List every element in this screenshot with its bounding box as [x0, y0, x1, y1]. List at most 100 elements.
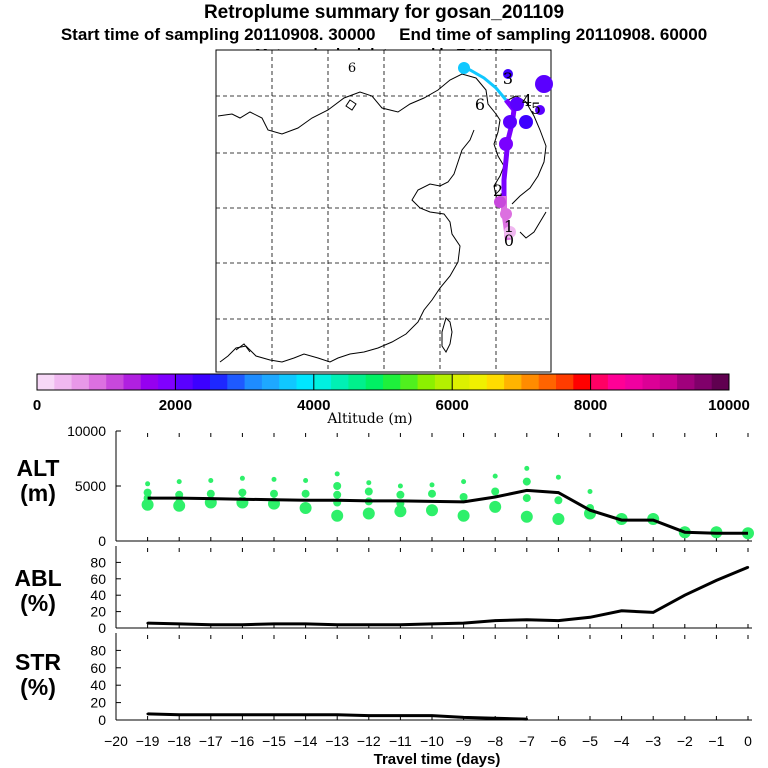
- x-tick-label: −15: [262, 733, 286, 749]
- day-marker-0: 0: [504, 231, 514, 250]
- alt-bubble: [208, 478, 214, 483]
- colorbar-cell: [400, 374, 419, 390]
- str-y-tick-label: 60: [90, 660, 106, 676]
- x-tick-label: −18: [167, 733, 191, 749]
- colorbar-cell: [486, 374, 505, 390]
- alt-bubble: [239, 475, 245, 481]
- colorbar-cell: [244, 374, 263, 390]
- colorbar-cell: [521, 374, 540, 390]
- colorbar-tick-label: 0: [33, 397, 41, 414]
- alt-bubble: [426, 504, 438, 517]
- alt-bubble: [145, 481, 151, 487]
- colorbar-cell: [434, 374, 453, 390]
- x-tick-label: −7: [519, 733, 535, 749]
- str-line: [147, 712, 527, 721]
- colorbar-tick-label: 10000: [708, 397, 750, 414]
- x-tick-label: −13: [325, 733, 349, 749]
- x-tick-label: −12: [357, 733, 381, 749]
- colorbar-tick-label: 2000: [159, 397, 192, 414]
- alt-bubble: [524, 465, 530, 471]
- alt-bubble: [489, 500, 502, 513]
- abl-y-tick-label: 20: [90, 604, 106, 620]
- colorbar-cell: [625, 374, 643, 390]
- chart-title: Retroplume summary for gosan_201109: [203, 2, 565, 23]
- day-markers: 012 345 6 6: [348, 61, 541, 250]
- str-y-tick-label: 0: [98, 712, 106, 728]
- alt-bubble: [587, 489, 593, 494]
- colorbar-cell: [469, 374, 488, 390]
- alt-bubble: [492, 473, 498, 479]
- alt-bubble: [333, 490, 342, 499]
- abl-y-tick-label: 80: [90, 554, 106, 570]
- colorbar-cell: [123, 374, 142, 390]
- alt-bubble: [301, 489, 310, 498]
- colorbar-tick-label: 8000: [574, 397, 607, 414]
- colorbar-cell: [71, 374, 90, 390]
- day-marker-3: 3: [503, 69, 513, 88]
- alt-bubble: [457, 509, 470, 522]
- x-tick-label: −2: [677, 733, 693, 749]
- colorbar-cell: [365, 374, 384, 390]
- colorbar: 0 2000 4000 6000 8000 10000 Altitude (m): [33, 373, 750, 427]
- x-tick-label: −5: [582, 733, 598, 749]
- map-gridlines: [216, 50, 551, 372]
- alt-panel: 10000 5000 0 ALT (m): [16, 423, 754, 549]
- day-marker-6-far: 6: [348, 61, 356, 76]
- colorbar-cell: [348, 374, 367, 390]
- day-marker-6: 6: [475, 95, 485, 114]
- x-tick-label: −8: [487, 733, 503, 749]
- str-y-tick-label: 20: [90, 695, 106, 711]
- alt-bubble: [362, 507, 375, 520]
- abl-y-tick-label: 0: [98, 620, 106, 636]
- colorbar-cell: [261, 374, 280, 390]
- abl-tick-marks: [115, 548, 750, 629]
- x-tick-label: −17: [199, 733, 223, 749]
- x-tick-labels: −20 −19 −18 −17 −16 −15 −14 −13 −12 −11 −10 −9 −8 −7−…: [104, 733, 752, 749]
- start-time-label: Start time of sampling 20110908. 30000: [60, 25, 376, 44]
- str-panel-label: STR: [15, 649, 61, 675]
- x-tick-label: −20: [104, 733, 128, 749]
- colorbar-cell: [54, 374, 73, 390]
- colorbar-tick-label: 6000: [436, 397, 469, 414]
- alt-bubble: [459, 493, 468, 501]
- colorbar-cell: [296, 374, 315, 390]
- day-marker-4: 4: [522, 91, 532, 110]
- alt-y-tick-label: 0: [98, 533, 106, 549]
- alt-bubble: [270, 489, 278, 498]
- colorbar-cell: [227, 374, 246, 390]
- colorbar-cell: [158, 374, 176, 390]
- alt-bubble: [206, 489, 215, 498]
- alt-bubble: [303, 478, 309, 483]
- alt-bubble: [522, 477, 531, 486]
- abl-panel-unit: (%): [20, 590, 56, 616]
- colorbar-cell: [659, 374, 678, 390]
- day-marker-5: 5: [531, 99, 541, 118]
- x-tick-label: 0: [744, 733, 752, 749]
- alt-bubble: [428, 489, 436, 498]
- alt-bubble: [554, 496, 563, 505]
- alt-bubble: [331, 509, 344, 522]
- colorbar-cell: [452, 374, 470, 390]
- x-tick-label: −19: [136, 733, 160, 749]
- colorbar-cell: [417, 374, 436, 390]
- x-tick-label: −11: [389, 733, 412, 749]
- alt-bubble: [461, 479, 467, 485]
- x-tick-label: −4: [614, 733, 630, 749]
- colorbar-cell: [313, 374, 332, 390]
- colorbar-cell: [88, 374, 107, 390]
- alt-bubble: [143, 488, 152, 497]
- colorbar-frame: [36, 373, 730, 391]
- colorbar-cell: [556, 374, 574, 390]
- alt-bubble: [397, 483, 403, 489]
- x-axis-label: Travel time (days): [374, 751, 501, 768]
- colorbar-cell: [711, 374, 730, 390]
- alt-bubble: [176, 479, 182, 485]
- alt-bubble: [366, 480, 372, 486]
- colorbar-cell: [140, 374, 159, 390]
- coastlines: [217, 73, 547, 363]
- alt-bubble: [141, 498, 154, 511]
- map-frame: [215, 49, 552, 373]
- x-tick-label: −14: [294, 733, 318, 749]
- x-tick-label: −1: [708, 733, 724, 749]
